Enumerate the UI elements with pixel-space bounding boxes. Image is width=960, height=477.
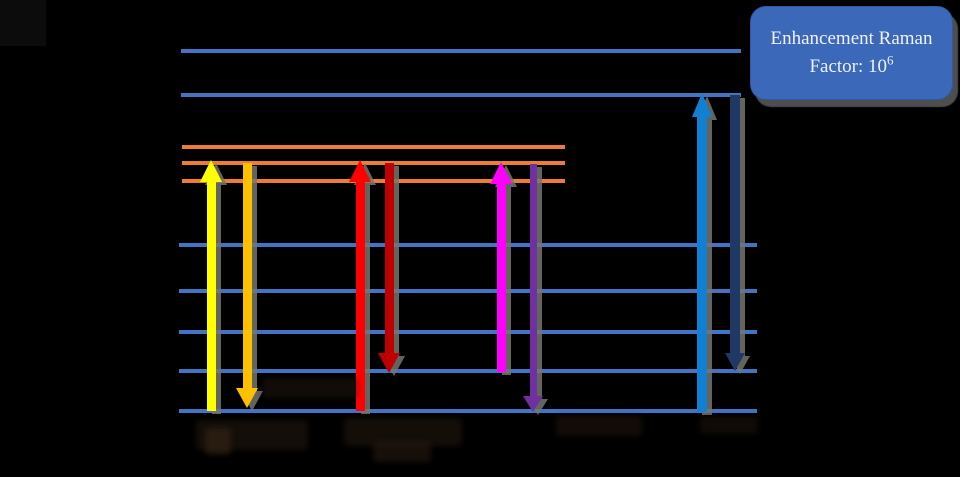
navy-down-arrow — [725, 95, 745, 371]
amber-down-arrow — [236, 163, 258, 408]
navy-down-arrow-shaft — [730, 95, 740, 356]
vibrational-level-1 — [172, 369, 761, 376]
callout-line2: Factor: 106 — [809, 52, 894, 77]
ghost-text-smudge-2 — [205, 428, 231, 454]
virtual-level-1 — [175, 145, 569, 152]
magenta-up-arrow — [490, 162, 512, 372]
ground-level — [172, 409, 761, 416]
corner-dark-mark — [0, 0, 46, 46]
amber-down-arrow-head — [236, 388, 258, 408]
dark-red-down-arrow-head — [378, 353, 400, 373]
purple-down-arrow-shaft — [529, 164, 537, 399]
purple-down-arrow-head — [523, 396, 543, 412]
vibrational-level-3 — [172, 289, 761, 296]
red-up-arrow-head — [349, 160, 371, 182]
ghost-text-smudge-7 — [700, 416, 758, 434]
ghost-text-smudge-5 — [373, 442, 431, 462]
ghost-text-smudge-3 — [262, 378, 358, 398]
amber-down-arrow-shaft — [242, 163, 252, 391]
vibrational-level-2 — [172, 330, 761, 337]
yellow-up-arrow-head — [200, 160, 222, 182]
light-blue-up-arrow-shaft — [697, 114, 707, 412]
electronic-level-upper — [174, 93, 745, 100]
exponent: 6 — [887, 52, 894, 68]
vibrational-level-4 — [172, 243, 761, 250]
yellow-up-arrow-shaft — [206, 179, 216, 411]
enhancement-factor-callout: Enhancement Raman Factor: 106 — [750, 6, 953, 100]
red-up-arrow-shaft — [355, 179, 365, 411]
ghost-text-smudge-4 — [344, 418, 462, 446]
electronic-level-top — [174, 49, 745, 56]
magenta-up-arrow-shaft — [496, 181, 506, 372]
callout-line1: Enhancement Raman — [770, 28, 933, 50]
purple-down-arrow — [523, 164, 543, 412]
navy-down-arrow-head — [725, 353, 745, 371]
light-blue-up-arrow-head — [692, 93, 712, 117]
dark-red-down-arrow-shaft — [384, 163, 394, 356]
yellow-up-arrow — [200, 160, 222, 411]
red-up-arrow — [349, 160, 371, 411]
magenta-up-arrow-head — [490, 162, 512, 184]
light-blue-up-arrow — [692, 93, 712, 412]
ghost-text-smudge-6 — [556, 416, 642, 436]
dark-red-down-arrow — [378, 163, 400, 373]
